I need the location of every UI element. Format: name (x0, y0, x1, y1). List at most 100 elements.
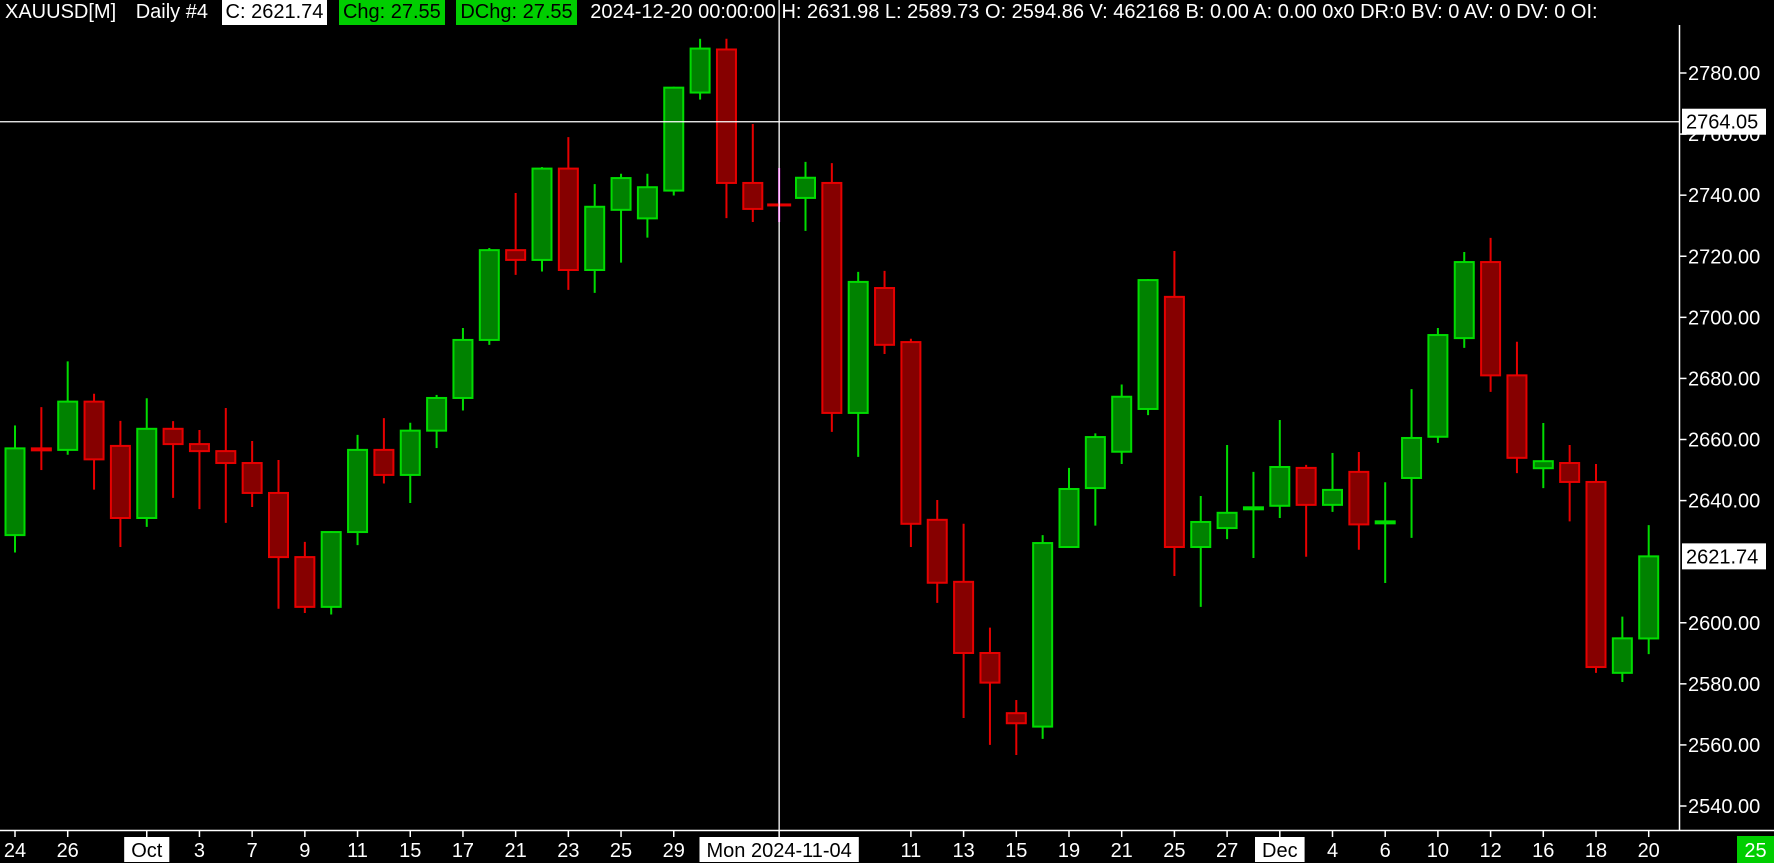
crosshair-price-label-box (1682, 108, 1766, 135)
time-axis-label: 7 (247, 840, 258, 862)
candle-body-up (320, 531, 342, 608)
next-session-badge-label: 25 (1744, 840, 1766, 862)
candle-body-up (1427, 334, 1449, 438)
period-label: Daily #4 (135, 1, 208, 23)
candle-body-up (1322, 488, 1343, 506)
candle-body-down (1480, 261, 1502, 377)
price-axis-label: 2660.00 (1688, 430, 1760, 452)
candle-body-up (1453, 261, 1475, 340)
candle-body-up (847, 280, 869, 414)
candle-body-down (979, 651, 1001, 684)
candle-body-down (268, 491, 289, 559)
time-axis-label-box (124, 837, 170, 862)
price-axis-label: 2560.00 (1688, 735, 1760, 757)
candle-body-up (1032, 542, 1054, 728)
price-axis-label: 2700.00 (1688, 307, 1760, 329)
candle-body-down (900, 341, 922, 525)
time-axis-label: 19 (1058, 840, 1080, 862)
crosshair-price-label: 2764.05 (1686, 112, 1758, 134)
time-axis-label: 11 (901, 840, 922, 862)
candle-body-down (1295, 466, 1317, 506)
candle-body-up (1137, 279, 1159, 410)
time-axis-label: 4 (1327, 840, 1338, 862)
candle-body-up (1216, 511, 1238, 530)
candle-body-up (1638, 555, 1660, 640)
candle-body-down (505, 249, 527, 261)
candle-body-up (1242, 506, 1264, 511)
candle-body-down (188, 443, 210, 453)
time-axis-label-box (699, 837, 859, 862)
candle-body-down (162, 427, 184, 446)
candle-body-down (1559, 462, 1581, 483)
candle-body-up (1532, 460, 1554, 470)
candle-body-up (636, 186, 658, 220)
candle-body-up (136, 427, 158, 519)
price-axis-label: 2740.00 (1688, 185, 1760, 207)
last-price-label: 2621.74 (1686, 546, 1758, 568)
candle-body-up (1058, 487, 1080, 549)
candle-body-up (663, 86, 685, 192)
time-axis-label: 23 (557, 840, 579, 862)
price-axis-label: 2580.00 (1688, 674, 1760, 696)
time-axis-label: 16 (1532, 840, 1554, 862)
price-axis-label: 2540.00 (1688, 796, 1760, 818)
candle-body-down (373, 448, 395, 476)
time-axis-label: 24 (4, 840, 26, 862)
candle-body-up (1611, 637, 1633, 674)
symbol-label: XAUUSD[M] (5, 1, 117, 23)
candle-body-down (1506, 374, 1528, 459)
time-axis-label-boxed: Mon 2024-11-04 (707, 840, 852, 862)
time-axis-label: 21 (1111, 840, 1133, 862)
candle-body-up (478, 249, 500, 341)
time-axis-label: 15 (399, 840, 421, 862)
time-axis-label-box (1255, 837, 1305, 862)
candle-body-up (57, 400, 79, 451)
candle-body-down (83, 400, 105, 461)
time-axis-label: 13 (952, 840, 974, 862)
time-axis-label: 20 (1638, 840, 1660, 862)
time-axis-label: 29 (663, 840, 685, 862)
candle-body-down (215, 450, 237, 465)
time-axis-label: 3 (194, 840, 205, 862)
price-axis-label: 2640.00 (1688, 491, 1760, 513)
candle-body-down (557, 167, 579, 271)
candle-body-down (715, 48, 737, 184)
time-axis-label: 27 (1216, 840, 1238, 862)
time-axis-label-boxed: Oct (131, 840, 163, 862)
candle-body-down (926, 518, 948, 584)
candle-body-down (241, 462, 263, 494)
candle-body-up (610, 177, 632, 211)
candle-body-up (795, 176, 816, 199)
time-axis-label: 15 (1005, 840, 1027, 862)
time-axis-label-boxed: Dec (1262, 840, 1298, 862)
price-axis-label: 2780.00 (1688, 63, 1760, 85)
candle-body-up (399, 429, 421, 476)
candle-body-up (4, 447, 26, 537)
close-value-badge: C: 2621.74 (221, 0, 328, 25)
price-axis-label: 2600.00 (1688, 613, 1760, 635)
candle-body-down (1163, 295, 1185, 549)
time-axis-label: 18 (1585, 840, 1607, 862)
candle-body-up (584, 205, 606, 271)
candle-body-up (1401, 436, 1423, 479)
candle-body-up (1084, 436, 1106, 490)
candle-body-up (689, 47, 711, 94)
candle-body-up (1374, 520, 1396, 525)
candle-body-down (109, 444, 131, 519)
time-axis-label: 26 (57, 840, 79, 862)
time-axis-label: 11 (347, 840, 368, 862)
change-badge: Chg: 27.55 (338, 0, 445, 25)
candle-body-up (531, 167, 553, 261)
candle-body-down (1005, 712, 1027, 725)
time-axis-label: 9 (299, 840, 310, 862)
candle-body-down (742, 181, 764, 210)
price-axis-label: 2720.00 (1688, 246, 1760, 268)
candle-body-down (1348, 470, 1370, 526)
daily-change-badge: DChg: 27.55 (456, 0, 577, 25)
candle-body-down (953, 580, 975, 654)
candle-body-down (294, 556, 316, 608)
candle-body-down (1585, 480, 1607, 669)
chart-header-bar: XAUUSD[M] Daily #4 C: 2621.74 Chg: 27.55… (0, 0, 1774, 25)
